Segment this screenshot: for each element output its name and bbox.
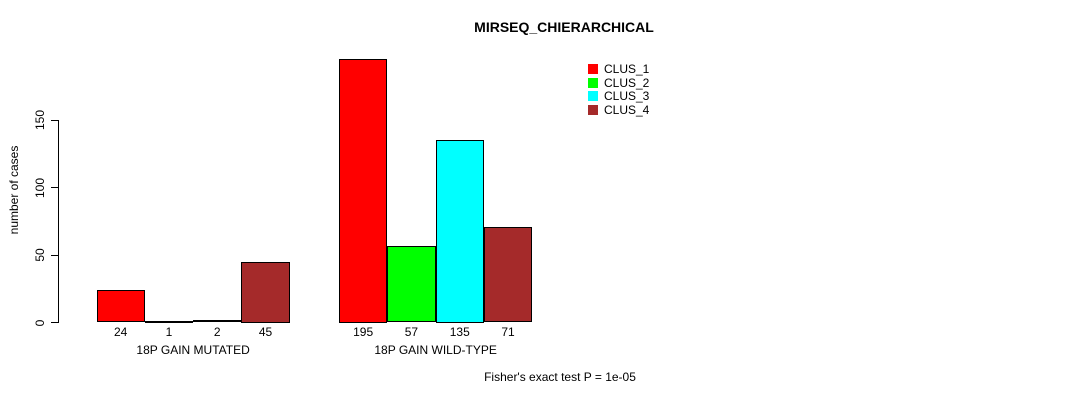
legend-swatch-icon (588, 77, 598, 88)
bar-value-label: 45 (258, 325, 273, 339)
legend-label: CLUS_2 (604, 75, 650, 90)
y-tick-label: 100 (33, 177, 47, 198)
bar-value-label: 71 (501, 325, 515, 339)
bar-value-label: 2 (213, 325, 221, 339)
y-axis-label: number of cases (7, 145, 21, 235)
bar-clus_2-group1 (144, 321, 194, 324)
legend-item-clus_4: CLUS_4 (588, 102, 668, 117)
category-label: 18P GAIN MUTATED (136, 343, 250, 357)
legend-label: CLUS_4 (604, 102, 650, 117)
chart-title: MIRSEQ_CHIERARCHICAL (474, 19, 654, 35)
bar-clus_1-group1 (96, 290, 145, 323)
y-tick (51, 187, 58, 188)
bar-clus_2-group2 (387, 245, 436, 323)
legend-swatch-icon (588, 91, 598, 101)
y-tick (51, 119, 58, 121)
legend-item-clus_2: CLUS_2 (588, 75, 668, 90)
y-tick-label: 0 (33, 319, 47, 326)
y-tick-label: 50 (33, 248, 47, 262)
category-label: 18P GAIN WILD-TYPE (374, 343, 497, 357)
y-tick (51, 254, 58, 256)
y-tick-label: 150 (33, 109, 47, 131)
bar-value-label: 1 (165, 325, 173, 339)
pvalue-annotation: Fisher's exact test P = 1e-05 (484, 370, 636, 384)
legend-swatch-icon (588, 104, 598, 115)
bar-value-label: 195 (353, 325, 374, 339)
y-axis-line (58, 119, 59, 323)
legend-label: CLUS_1 (604, 62, 650, 76)
bar-value-label: 57 (404, 325, 419, 339)
bar-clus_3-group2 (435, 140, 484, 323)
bar-clus_4-group2 (483, 226, 533, 323)
bar-clus_3-group1 (193, 319, 242, 323)
legend-label: CLUS_3 (604, 89, 650, 103)
legend-swatch-icon (588, 64, 598, 74)
legend-item-clus_3: CLUS_3 (588, 89, 668, 103)
bar-value-label: 135 (449, 325, 470, 339)
bar-value-label: 24 (113, 325, 128, 339)
y-tick (51, 322, 58, 323)
bar-clus_4-group1 (241, 261, 290, 323)
legend-item-clus_1: CLUS_1 (588, 62, 668, 76)
bar-clus_1-group2 (339, 59, 388, 323)
